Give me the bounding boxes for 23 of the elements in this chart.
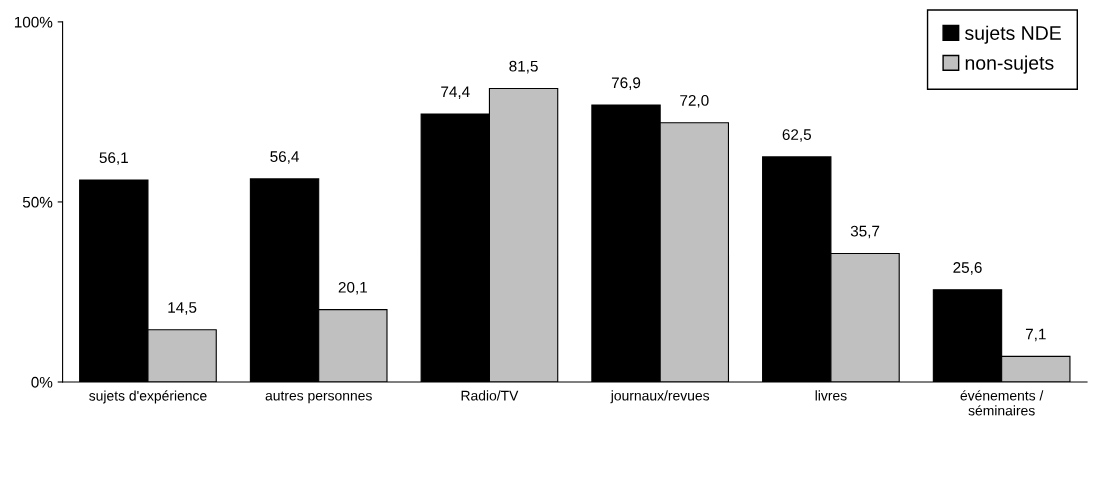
x-tick-label: autres personnes	[265, 391, 372, 404]
x-tick-label: journaux/revues	[610, 390, 710, 404]
data-label: 56,1	[99, 152, 128, 165]
data-label: 20,1	[338, 281, 367, 295]
data-label: 56,4	[270, 151, 299, 164]
data-label: 14,5	[168, 302, 197, 315]
data-label: 25,6	[953, 262, 982, 275]
legend-label: sujets NDE	[965, 25, 1061, 44]
data-label: 76,9	[611, 77, 641, 90]
x-tick-label: livres	[815, 390, 847, 401]
x-tick-label: Radio/TV	[461, 390, 519, 401]
x-tick-label: sujets d'expérience	[89, 390, 207, 404]
y-tick-label: 50%	[22, 196, 53, 208]
data-label: 7,1	[1025, 328, 1046, 342]
data-label: 62,5	[782, 129, 811, 142]
data-label: 72,0	[680, 94, 709, 108]
y-tick-label: 100%	[14, 16, 53, 28]
legend-label: non-sujets	[965, 55, 1054, 74]
x-tick-label: événements / séminaires	[960, 390, 1044, 416]
y-tick-label: 0%	[31, 376, 53, 388]
data-label: 35,7	[850, 225, 880, 239]
data-label: 81,5	[509, 60, 538, 74]
data-label: 74,4	[441, 86, 470, 99]
